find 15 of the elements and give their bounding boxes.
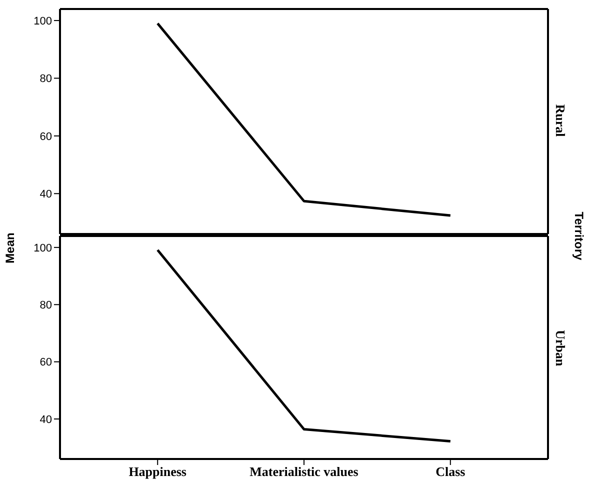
y-tick-label: 100 (34, 15, 52, 28)
y-tick-label: 60 (40, 356, 52, 369)
y-axis-title: Mean (3, 232, 17, 264)
x-tick-label: Happiness (128, 464, 187, 480)
y-tick-label: 60 (40, 130, 52, 143)
text: Territory (572, 212, 586, 261)
y-tick-label: 80 (40, 73, 52, 86)
y-tick-label: 80 (40, 300, 52, 312)
text: Urban (553, 330, 568, 367)
x-tick-label: Materialistic values (250, 464, 358, 480)
y-tick-label: 100 (34, 242, 52, 254)
y-tick-label: 40 (40, 414, 52, 426)
x-tick-label: Class (436, 464, 466, 480)
y-tick-label: 40 (40, 188, 52, 201)
text: Rural (553, 104, 568, 138)
